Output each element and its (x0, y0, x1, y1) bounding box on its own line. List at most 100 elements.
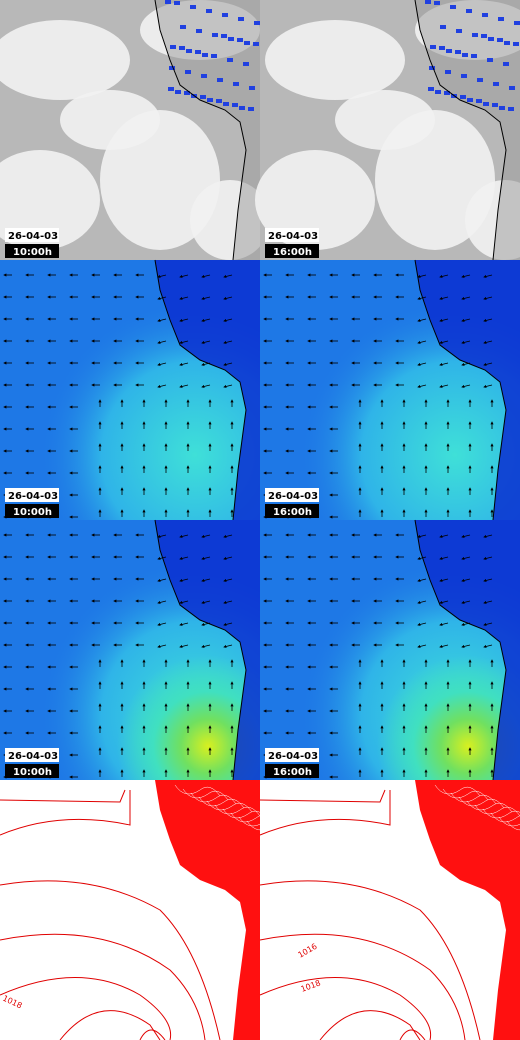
precip (444, 91, 450, 95)
land (415, 520, 520, 780)
wind-arrow (157, 362, 167, 366)
isobar (206, 800, 253, 813)
wind-arrow (223, 318, 233, 322)
precip (239, 106, 245, 110)
wind-arrow (417, 362, 427, 366)
time-box (265, 764, 319, 778)
wind-arrow (417, 556, 427, 560)
wind-arrow (439, 340, 449, 344)
wind-arrow (223, 384, 233, 388)
wind-arrow (157, 600, 167, 604)
precip (445, 70, 451, 74)
precip (492, 103, 498, 107)
precip (168, 87, 174, 91)
wind-arrow (483, 340, 493, 344)
time-label: 16:00h (273, 507, 312, 518)
isobar (466, 800, 513, 813)
date-box (5, 748, 59, 762)
coastline (154, 0, 247, 261)
wind-arrow (223, 534, 233, 538)
precip (430, 45, 436, 49)
precip (450, 5, 456, 9)
isobar (498, 816, 520, 827)
wind-arrow (223, 622, 233, 626)
isobar (399, 1029, 426, 1040)
wind-arrow (179, 362, 189, 366)
isobar (490, 812, 520, 823)
wind-arrow (483, 622, 493, 626)
precip (232, 103, 238, 107)
coastline (414, 0, 507, 261)
wind-arrow (201, 318, 211, 322)
isobar (182, 788, 229, 801)
cloud (0, 20, 130, 100)
precip (200, 95, 206, 99)
land (155, 520, 260, 780)
precip (497, 38, 503, 42)
isobar (0, 933, 206, 1040)
wind-arrow (461, 296, 471, 300)
wind-arrow (201, 340, 211, 344)
wind-arrow (201, 274, 211, 278)
isobar (482, 808, 520, 819)
precip (221, 34, 227, 38)
wind-arrow (223, 578, 233, 582)
precip (211, 54, 217, 58)
wind-arrow (461, 274, 471, 278)
date-box (265, 228, 319, 242)
wind-arrow (461, 644, 471, 648)
wind-arrow (483, 600, 493, 604)
wind-arrow (439, 556, 449, 560)
isobar (259, 933, 466, 1040)
precip (493, 82, 499, 86)
wind-arrow (461, 318, 471, 322)
wind-arrow (461, 622, 471, 626)
map-panel (259, 780, 520, 1040)
date-box (265, 748, 319, 762)
wind-arrow (179, 296, 189, 300)
precip (186, 49, 192, 53)
precip (471, 54, 477, 58)
date-box (265, 488, 319, 502)
cloud (60, 90, 160, 150)
wind-arrow (201, 578, 211, 582)
precip (509, 86, 515, 90)
wind-arrow (179, 556, 189, 560)
precip (217, 78, 223, 82)
time-box (5, 244, 59, 258)
precip (477, 78, 483, 82)
isobar (319, 1010, 421, 1040)
isobar (0, 790, 131, 836)
precip (206, 9, 212, 13)
dense-isobars (155, 780, 260, 1040)
precip (174, 1, 180, 5)
time-label: 10:00h (13, 507, 52, 518)
wind-arrow (201, 534, 211, 538)
wind-arrow (439, 274, 449, 278)
isobar (139, 1029, 166, 1040)
precip (201, 74, 207, 78)
isobar (259, 880, 481, 1040)
wind-arrow (223, 600, 233, 604)
map-panel (0, 0, 270, 261)
wind-arrow (439, 534, 449, 538)
precip (467, 98, 473, 102)
precip (233, 82, 239, 86)
wind-arrow (417, 318, 427, 322)
isobar (506, 820, 520, 831)
map-panel (260, 259, 520, 521)
precip (249, 86, 255, 90)
precip (195, 50, 201, 54)
precip (461, 74, 467, 78)
precip (170, 45, 176, 49)
wind-arrow (483, 362, 493, 366)
wind-arrow (461, 384, 471, 388)
wind-arrow (157, 622, 167, 626)
coastline (154, 519, 247, 781)
time-box (265, 504, 319, 518)
time-box (5, 504, 59, 518)
land (155, 260, 260, 520)
precip (508, 107, 514, 111)
